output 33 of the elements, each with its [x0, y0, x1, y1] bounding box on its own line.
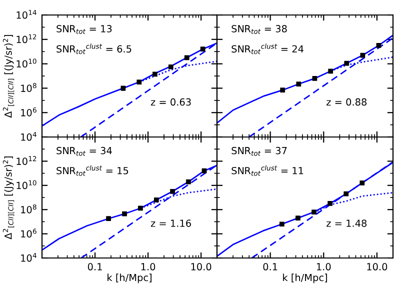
annotation: z = 0.63 [150, 98, 191, 106]
annotation: SNR$_{tot}$ = 13 [56, 25, 112, 34]
x-tick-label: 10.0 [191, 263, 212, 270]
x-tick-label: 0.1 [263, 263, 278, 270]
y-tick-label: 10$^{6}$ [21, 228, 36, 238]
x-axis-title: k [h/Mpc] [283, 274, 327, 284]
x-tick-label: 1.0 [316, 263, 331, 270]
annotation: SNR$_{tot}$ = 38 [232, 25, 287, 34]
y-tick-label: 10$^{12}$ [16, 34, 36, 44]
y-axis-title: Δ$^{2}$$_{[CII][CII]}$ [(Jy/sr)$^{2}$] [2, 156, 14, 240]
annotation: SNR$_{tot}$ = 34 [56, 146, 112, 156]
y-tick-label: 10$^{10}$ [16, 180, 36, 190]
annotation: z = 1.16 [150, 220, 191, 227]
y-tick-label: 10$^{12}$ [16, 156, 36, 165]
y-tick-label: 10$^{4}$ [21, 132, 36, 141]
y-tick-label: 10$^{8}$ [21, 83, 36, 92]
x-tick-label: 10.0 [367, 263, 388, 270]
annotation: SNR$_{tot}$$^{clust}$ = 6.5 [56, 44, 132, 54]
x-tick-label: 1.0 [141, 263, 156, 270]
x-axis-title: k [h/Mpc] [108, 274, 152, 284]
annotation: SNR$_{tot}$$^{clust}$ = 11 [232, 165, 304, 176]
y-tick-label: 10$^{6}$ [21, 107, 36, 116]
annotation: SNR$_{tot}$$^{clust}$ = 24 [232, 44, 304, 54]
annotation: z = 1.48 [326, 220, 367, 227]
annotation: SNR$_{tot}$ = 37 [232, 146, 287, 156]
y-tick-label: 10$^{4}$ [21, 252, 36, 262]
y-axis-title: Δ$^{2}$$_{[CII][CII]}$ [(Jy/sr)$^{2}$] [2, 34, 14, 118]
x-tick-label: 0.1 [88, 263, 102, 270]
y-tick-label: 10$^{8}$ [21, 204, 36, 214]
annotation: SNR$_{tot}$$^{clust}$ = 15 [56, 165, 128, 176]
annotation: z = 0.88 [326, 98, 367, 106]
y-tick-label: 10$^{10}$ [16, 58, 36, 68]
y-tick-label: 10$^{14}$ [16, 10, 36, 19]
